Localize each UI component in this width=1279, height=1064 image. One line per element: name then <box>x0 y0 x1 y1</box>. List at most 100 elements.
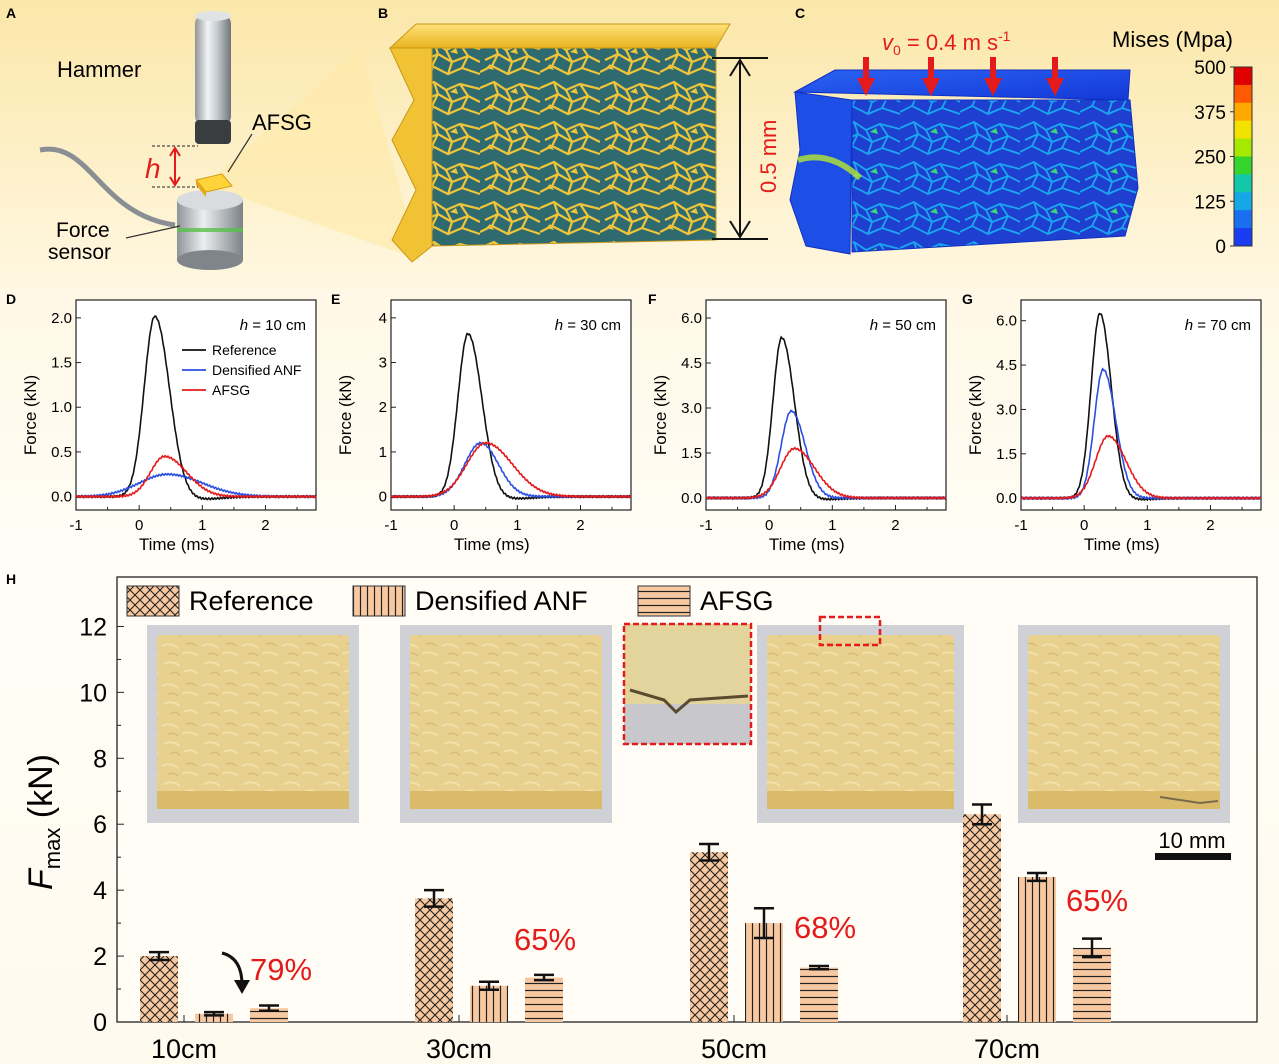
legend-label: Reference <box>189 586 314 616</box>
crack-inset <box>622 622 753 746</box>
bar-reference <box>415 888 453 1022</box>
panel-letter: H <box>6 571 16 587</box>
x-tick-label: 2 <box>1206 517 1214 534</box>
panel-g: G -1 0 1 2 0.0 1.5 3.0 4.5 6.0 Time (ms) Force (kN)… <box>962 291 1262 554</box>
bar-afsg <box>800 964 838 1022</box>
colorbar-segment <box>1234 84 1252 104</box>
colorbar-segment <box>1234 174 1252 193</box>
plot-frame <box>1020 299 1262 511</box>
y-tick-label: 2 <box>379 399 387 416</box>
panel-letter-a: A <box>6 5 16 21</box>
colorbar-segment <box>1234 67 1252 86</box>
x-category-label: 30cm <box>426 1034 492 1064</box>
panel-f: F -1 0 1 2 0.0 1.5 3.0 4.5 6.0 Time (ms) Force (kN)… <box>648 291 947 554</box>
colorbar-tick-label: 500 <box>1194 58 1226 79</box>
crack-region-box <box>818 615 882 647</box>
zoom-cone <box>205 48 420 260</box>
legend-label: AFSG <box>700 586 774 616</box>
y-tick-label: 1 <box>379 444 387 461</box>
impact-arrow <box>984 57 1002 96</box>
x-category-label: 10cm <box>151 1034 217 1064</box>
hammer-tip <box>195 120 231 144</box>
y-tick-label: 1.0 <box>51 399 72 416</box>
colorbar-segment <box>1234 156 1252 175</box>
colorbar-segment <box>1234 228 1252 247</box>
x-tick-label: -1 <box>1014 517 1027 534</box>
panel-a: A h Hammer AFSG <box>6 5 420 270</box>
h-label: h <box>145 153 161 184</box>
legend-swatch <box>126 585 180 617</box>
y-tick-label: 3.0 <box>996 401 1017 418</box>
scalebar <box>1155 853 1231 860</box>
bar-afsg <box>250 1004 288 1022</box>
colorbar-tick-label: 375 <box>1194 103 1226 124</box>
y-tick-label: 3.0 <box>681 400 702 417</box>
legend-label: Densified ANF <box>415 586 588 616</box>
block-c-side <box>789 91 853 255</box>
reduction-label: 65% <box>1066 883 1128 918</box>
hammer-body <box>195 14 231 126</box>
impact-arrow <box>922 57 940 96</box>
stress-hotspot <box>797 154 863 181</box>
bar-afsg <box>1073 937 1111 1022</box>
sensor-leader <box>125 225 181 239</box>
x-tick-label: 1 <box>513 517 521 534</box>
y-tick-label: 3 <box>379 355 387 372</box>
legend-label: Reference <box>212 342 277 358</box>
height-annotation: h = 10 cm <box>240 317 306 334</box>
y-tick-label: 0.5 <box>51 444 72 461</box>
reduction-label: 65% <box>514 922 576 957</box>
legend-swatch <box>352 585 406 617</box>
y-tick-label: 0.0 <box>51 489 72 506</box>
y-tick-label: 0 <box>93 1009 107 1037</box>
bar-reference <box>963 803 1001 1022</box>
y-tick-label: 1.5 <box>681 445 702 462</box>
afsg-sample-side <box>196 180 206 197</box>
panel-letter: F <box>648 291 657 307</box>
x-tick-label: 0 <box>450 517 458 534</box>
sensor-cable <box>39 146 176 228</box>
afsg-leader <box>227 133 253 173</box>
block-b-front <box>431 47 717 247</box>
panel-letter: E <box>331 291 340 307</box>
x-tick-label: 0 <box>1080 517 1088 534</box>
height-annotation: h = 70 cm <box>1185 317 1251 334</box>
y-tick-label: 0.0 <box>681 490 702 507</box>
colorbar <box>1233 66 1253 247</box>
afsg-label: AFSG <box>252 110 312 135</box>
x-tick-label: 2 <box>891 517 899 534</box>
line-charts: D -1 0 1 2 0.0 0.5 1.0 1.5 2.0 Time (ms) Force (kN)… <box>6 291 1262 554</box>
x-tick-label: 1 <box>828 517 836 534</box>
x-tick-label: -1 <box>69 517 82 534</box>
y-tick-label: 6 <box>93 811 107 839</box>
series-line-afsg <box>75 454 317 499</box>
y-tick-label: 0 <box>379 489 387 506</box>
impact-arrow <box>857 57 875 96</box>
panel-c: C v0 = 0.4 m s-1 Mises (Mpa) 500 375 250 12… <box>789 5 1253 258</box>
block-b-top <box>388 23 731 49</box>
force-sensor-top <box>177 190 243 210</box>
colorbar-segment <box>1234 120 1252 140</box>
sample-photo <box>400 625 612 823</box>
x-category-label: 70cm <box>974 1034 1040 1064</box>
y-tick-label: 2 <box>93 943 107 971</box>
bar-densified-anf <box>745 907 783 1022</box>
y-tick-label: 1.5 <box>51 355 72 372</box>
panel-d: D -1 0 1 2 0.0 0.5 1.0 1.5 2.0 Time (ms) Force (kN)… <box>6 291 317 554</box>
series-line-afsg <box>705 446 947 501</box>
panel-letter: G <box>962 291 973 307</box>
x-tick-label: -1 <box>699 517 712 534</box>
y-axis-label: Force (kN) <box>651 375 670 455</box>
bar-afsg <box>525 973 563 1022</box>
sample-photo <box>147 625 359 823</box>
y-tick-label: 6.0 <box>996 313 1017 330</box>
height-annotation: h = 50 cm <box>870 317 936 334</box>
x-tick-label: 0 <box>765 517 773 534</box>
y-tick-label: 2.0 <box>51 310 72 327</box>
afsg-sample <box>195 173 233 193</box>
colorbar-tick-label: 0 <box>1215 237 1226 258</box>
scalebar-label: 10 mm <box>1158 828 1225 853</box>
legend-swatch <box>637 585 691 617</box>
y-tick-label: 4.5 <box>681 355 702 372</box>
